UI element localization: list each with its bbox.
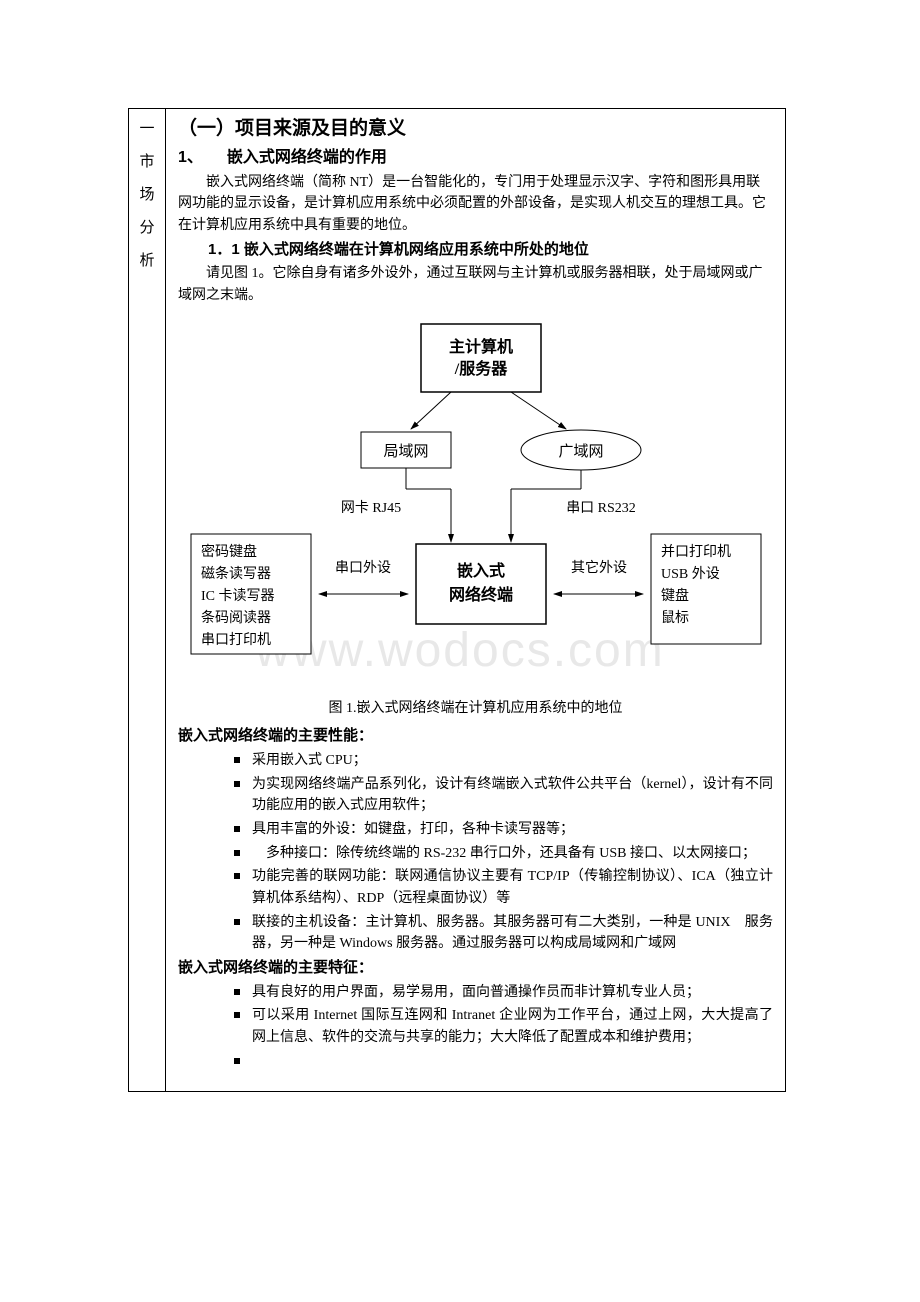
node-lan: 局域网 — [383, 443, 428, 460]
edge-label-rs232: 串口 RS232 — [566, 500, 636, 516]
sidebar-char: 一 — [131, 113, 163, 146]
left-per-2: 磁条读写器 — [201, 565, 271, 582]
heading-3: 1．1 嵌入式网络终端在计算机网络应用系统中所处的地位 — [178, 239, 773, 262]
right-per-4: 鼠标 — [661, 610, 689, 626]
node-nt-line1: 嵌入式 — [456, 561, 504, 580]
perf-title: 嵌入式网络终端的主要性能： — [178, 725, 773, 748]
sidebar-char: 市 — [131, 146, 163, 179]
heading-1: （一）项目来源及目的意义 — [178, 115, 773, 144]
edge-label-other: 其它外设 — [571, 559, 627, 576]
sidebar-char: 析 — [131, 245, 163, 278]
edge-label-rj45: 网卡 RJ45 — [340, 500, 400, 516]
list-item: 多种接口：除传统终端的 RS-232 串行口外，还具备有 USB 接口、以太网接… — [234, 843, 773, 865]
left-per-1: 密码键盘 — [201, 543, 257, 560]
left-per-5: 串口打印机 — [201, 631, 271, 648]
list-item: 联接的主机设备：主计算机、服务器。其服务器可有二大类别，一种是 UNIX 服务器… — [234, 912, 773, 955]
left-per-3: IC 卡读写器 — [201, 587, 275, 604]
diagram-container: 主计算机 /服务器 局域网 广域网 — [178, 314, 773, 694]
paragraph: 请见图 1。它除自身有诸多外设外，通过互联网与主计算机或服务器相联，处于局域网或… — [178, 263, 773, 306]
node-nt-line2: 网络终端 — [448, 585, 512, 604]
list-item: 具用丰富的外设：如键盘，打印，各种卡读写器等； — [234, 819, 773, 841]
sidebar-column: 一 市 场 分 析 — [129, 109, 166, 1092]
feat-title: 嵌入式网络终端的主要特征： — [178, 957, 773, 980]
page: www.wodocs.com 一 市 场 分 析 （一）项目来源及目的意义 1、… — [0, 0, 920, 1302]
sidebar-char: 分 — [131, 212, 163, 245]
sidebar-char: 场 — [131, 179, 163, 212]
network-diagram: 主计算机 /服务器 局域网 广域网 — [181, 314, 771, 694]
right-per-1: 并口打印机 — [661, 543, 731, 560]
heading-2: 1、 嵌入式网络终端的作用 — [178, 146, 773, 170]
performance-list: 采用嵌入式 CPU； 为实现网络终端产品系列化，设计有终端嵌入式软件公共平台（k… — [234, 750, 773, 955]
list-item: 具有良好的用户界面，易学易用，面向普通操作员而非计算机专业人员； — [234, 982, 773, 1004]
feature-list: 具有良好的用户界面，易学易用，面向普通操作员而非计算机专业人员； 可以采用 In… — [234, 982, 773, 1049]
main-table: 一 市 场 分 析 （一）项目来源及目的意义 1、 嵌入式网络终端的作用 嵌入式… — [128, 108, 786, 1092]
node-server-line1: 主计算机 — [448, 337, 512, 356]
list-item: 可以采用 Internet 国际互连网和 Intranet 企业网为工作平台，通… — [234, 1005, 773, 1048]
paragraph: 嵌入式网络终端（简称 NT）是一台智能化的，专门用于处理显示汉字、字符和图形具用… — [178, 172, 773, 237]
list-item: 为实现网络终端产品系列化，设计有终端嵌入式软件公共平台（kernel），设计有不… — [234, 774, 773, 817]
edge-label-serial: 串口外设 — [335, 560, 391, 576]
content-column: （一）项目来源及目的意义 1、 嵌入式网络终端的作用 嵌入式网络终端（简称 NT… — [166, 109, 786, 1092]
list-item: 采用嵌入式 CPU； — [234, 750, 773, 772]
figure-caption: 图 1.嵌入式网络终端在计算机应用系统中的地位 — [178, 698, 773, 719]
node-server-line2: /服务器 — [453, 359, 507, 378]
node-wan: 广域网 — [558, 443, 603, 460]
list-item: 功能完善的联网功能：联网通信协议主要有 TCP/IP（传输控制协议）、ICA（独… — [234, 866, 773, 909]
right-per-2: USB 外设 — [661, 566, 720, 582]
right-per-3: 键盘 — [661, 587, 689, 604]
left-per-4: 条码阅读器 — [201, 609, 271, 626]
